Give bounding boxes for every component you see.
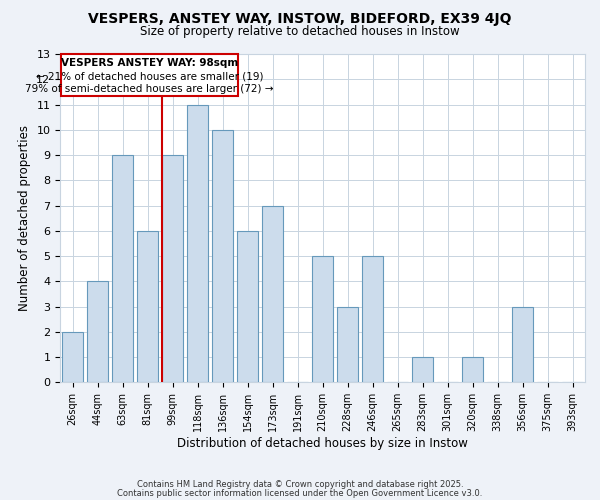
Text: Contains HM Land Registry data © Crown copyright and database right 2025.: Contains HM Land Registry data © Crown c…	[137, 480, 463, 489]
Text: ← 21% of detached houses are smaller (19): ← 21% of detached houses are smaller (19…	[35, 72, 263, 82]
Text: VESPERS ANSTEY WAY: 98sqm: VESPERS ANSTEY WAY: 98sqm	[61, 58, 238, 68]
Bar	[512, 306, 533, 382]
Bar	[62, 332, 83, 382]
Bar	[412, 357, 433, 382]
X-axis label: Distribution of detached houses by size in Instow: Distribution of detached houses by size …	[177, 437, 468, 450]
Text: Size of property relative to detached houses in Instow: Size of property relative to detached ho…	[140, 25, 460, 38]
Bar	[262, 206, 283, 382]
Text: VESPERS, ANSTEY WAY, INSTOW, BIDEFORD, EX39 4JQ: VESPERS, ANSTEY WAY, INSTOW, BIDEFORD, E…	[88, 12, 512, 26]
Bar	[137, 231, 158, 382]
Bar	[212, 130, 233, 382]
Bar	[462, 357, 483, 382]
Bar	[87, 282, 108, 382]
Y-axis label: Number of detached properties: Number of detached properties	[17, 125, 31, 311]
FancyBboxPatch shape	[61, 54, 238, 96]
Bar	[362, 256, 383, 382]
Text: 79% of semi-detached houses are larger (72) →: 79% of semi-detached houses are larger (…	[25, 84, 274, 94]
Bar	[312, 256, 333, 382]
Bar	[187, 104, 208, 382]
Bar	[162, 155, 183, 382]
Bar	[337, 306, 358, 382]
Bar	[237, 231, 258, 382]
Bar	[112, 155, 133, 382]
Text: Contains public sector information licensed under the Open Government Licence v3: Contains public sector information licen…	[118, 488, 482, 498]
